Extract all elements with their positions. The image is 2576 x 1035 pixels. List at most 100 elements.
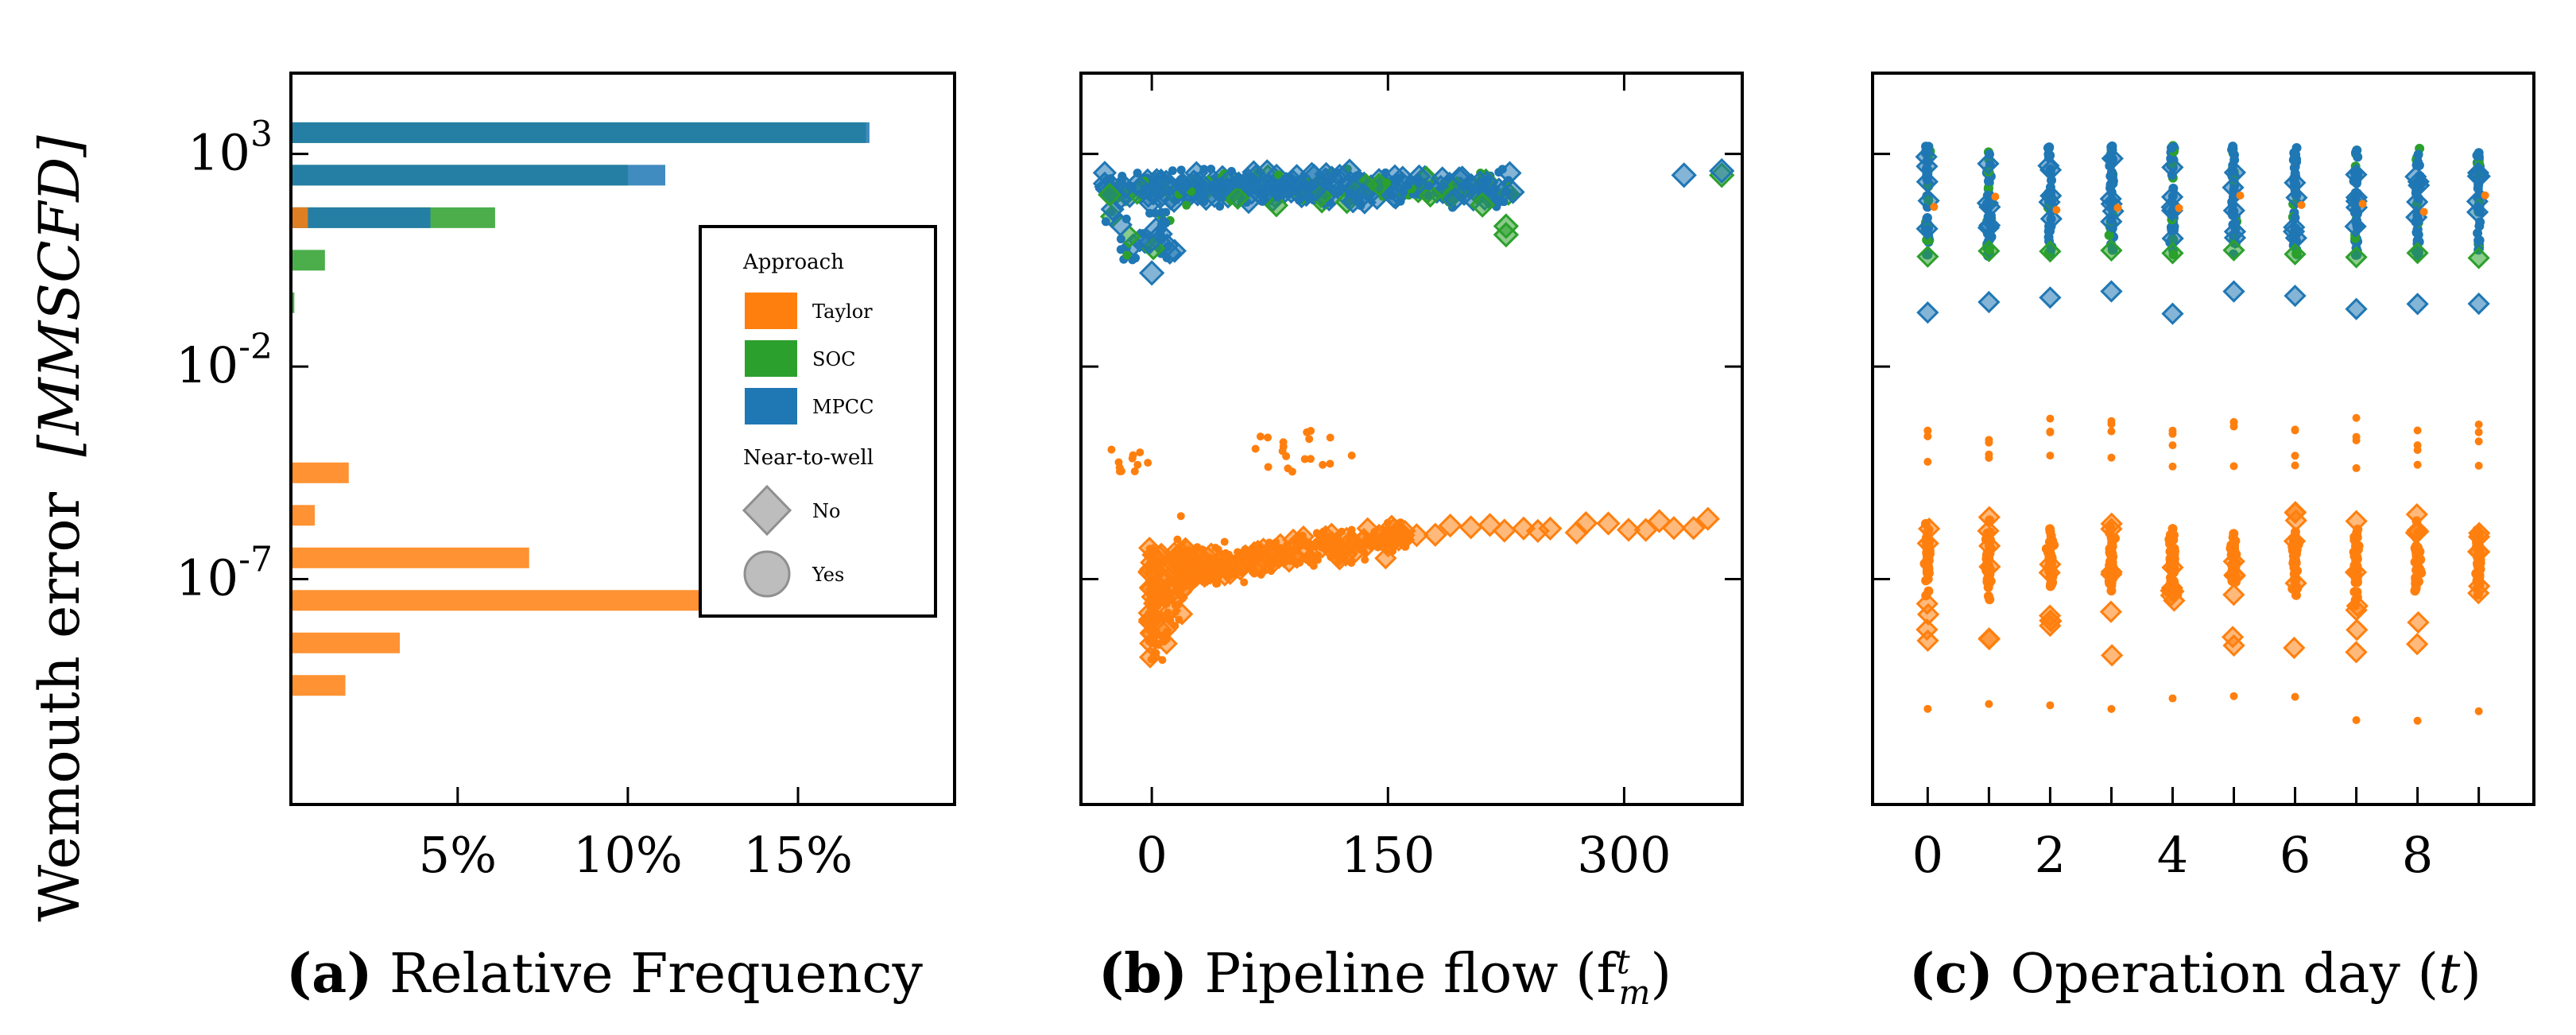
- b-pt-1023: [1499, 197, 1509, 207]
- b-pt-564: [1326, 459, 1334, 468]
- c-pt-1025: [2474, 221, 2485, 231]
- a-xtick-label-0: 5%: [419, 826, 497, 884]
- c-pt-923: [2411, 227, 2422, 238]
- b-pt-433: [1158, 656, 1167, 665]
- c-pt-437: [2100, 512, 2123, 535]
- bar-mpcc-0: [291, 122, 870, 143]
- c-pt-607: [2222, 280, 2245, 303]
- b-pt-1007: [1157, 177, 1167, 187]
- c-pt-533: [2167, 543, 2177, 553]
- b-pt-230: [1173, 535, 1182, 544]
- b-pt-856: [1116, 235, 1125, 244]
- b-pt-1031: [1199, 165, 1209, 174]
- b-pt-1034: [1176, 165, 1186, 175]
- c-pt-381: [2099, 188, 2122, 211]
- c-pt-830: [2358, 200, 2367, 208]
- b-pt-534: [1647, 509, 1671, 533]
- b-pt-532: [1616, 518, 1641, 542]
- c-pt-541: [2165, 536, 2175, 546]
- c-pt-93: [1923, 574, 1933, 584]
- bar-taylor-4: [291, 632, 401, 653]
- b-pt-492: [1376, 537, 1385, 545]
- c-pt-829: [2345, 297, 2368, 320]
- c-pt-1106: [2474, 437, 2483, 446]
- c-pt-876: [2353, 545, 2363, 555]
- c-pt-273: [2039, 240, 2062, 263]
- b-pt-510: [1154, 618, 1177, 642]
- c-pt-105: [1916, 629, 1939, 653]
- b-pt-523: [1458, 515, 1483, 540]
- b-pt-940: [1165, 187, 1175, 196]
- b-pt-976: [1159, 216, 1168, 226]
- bar-taylor-2: [291, 547, 529, 568]
- b-pt-474: [1160, 592, 1169, 601]
- b-pt-421: [1360, 549, 1369, 557]
- c-pt-716: [2284, 171, 2307, 195]
- b-pt-1000: [1124, 172, 1149, 196]
- c-pt-1052: [2481, 191, 2489, 200]
- c-pt-484: [2167, 142, 2177, 153]
- b-pt-465: [1176, 572, 1184, 580]
- c-pt-985: [2416, 568, 2427, 578]
- c-pt-828: [2345, 246, 2368, 269]
- bar-soc-4: [291, 292, 295, 313]
- b-pt-476: [1187, 581, 1196, 590]
- panel-b-points: [1092, 157, 1735, 669]
- b-pt-486: [1191, 571, 1199, 580]
- b-pt-995: [1367, 172, 1392, 197]
- c-pt-1107: [2474, 421, 2483, 429]
- c-pt-882: [2346, 618, 2369, 642]
- b-pt-497: [1287, 556, 1296, 565]
- b-pt-1042: [1390, 171, 1415, 196]
- b-pt-480: [1347, 525, 1356, 534]
- b-pt-1021: [1274, 170, 1284, 180]
- panel-a-frame: [289, 72, 956, 806]
- c-pt-659: [2222, 583, 2245, 607]
- legend-circle-marker: [743, 550, 791, 598]
- c-pt-883: [2352, 463, 2361, 472]
- c-pt-938: [2404, 165, 2427, 188]
- c-pt-815: [2350, 233, 2361, 243]
- a-ytick-label-1: 10-2: [176, 327, 273, 394]
- c-xtick-label-1: 2: [2035, 826, 2066, 884]
- b-pt-519: [1320, 530, 1343, 553]
- c-pt-767: [2284, 572, 2307, 595]
- c-xtick-label-0: 0: [1912, 826, 1943, 884]
- b-pt-249: [1176, 512, 1185, 521]
- c-pt-774: [2291, 452, 2299, 460]
- c-pt-994: [2413, 460, 2422, 469]
- c-pt-385: [2100, 280, 2123, 303]
- c-pt-551: [2168, 429, 2177, 438]
- c-pt-110: [1923, 704, 1932, 713]
- b-pt-913: [1156, 231, 1166, 241]
- c-pt-992: [2406, 519, 2429, 542]
- c-pt-495: [2161, 242, 2184, 265]
- b-pt-999: [1098, 182, 1122, 207]
- a-ytick-label-0: 103: [188, 114, 273, 182]
- c-pt-47: [1917, 189, 1940, 212]
- b-pt-522: [1438, 514, 1462, 538]
- c-pt-884: [2352, 413, 2361, 422]
- a-ytick-label-2: 10-7: [176, 540, 273, 607]
- b-pt-134: [1361, 556, 1369, 564]
- c-pt-887: [2352, 715, 2361, 724]
- b-pt-932: [1407, 164, 1431, 189]
- b-pt-1040: [1253, 182, 1263, 192]
- c-pt-776: [2291, 692, 2299, 701]
- panel-a-bars: [291, 122, 897, 696]
- c-pt-554: [2168, 694, 2177, 703]
- b-pt-513: [1170, 549, 1193, 572]
- b-pt-530: [1574, 511, 1598, 536]
- b-pt-1053: [1470, 192, 1496, 218]
- c-pt-221: [1985, 700, 1993, 708]
- b-xtick-label-2: 300: [1577, 826, 1671, 884]
- b-xtick-label-0: 0: [1136, 826, 1167, 884]
- b-pt-555: [1305, 435, 1314, 444]
- b-pt-1017: [1226, 185, 1250, 211]
- c-xtick-label-3: 6: [2280, 826, 2311, 884]
- c-pt-596: [2227, 145, 2237, 155]
- bar-mpcc-2: [291, 207, 431, 228]
- c-pt-384: [2100, 238, 2123, 262]
- b-pt-997: [1501, 187, 1511, 196]
- c-pt-109: [1923, 457, 1932, 466]
